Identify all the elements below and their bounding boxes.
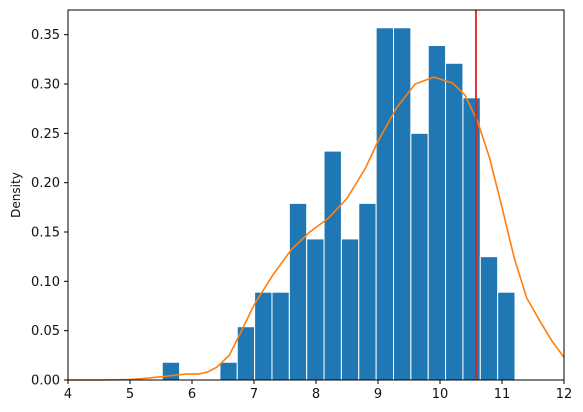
- histogram-bar: [219, 361, 238, 381]
- x-tick-label: 5: [126, 387, 134, 402]
- histogram-bar: [479, 256, 499, 381]
- histogram-bar: [410, 132, 429, 381]
- histogram-bar: [306, 238, 325, 381]
- histogram-bar: [497, 291, 516, 381]
- histogram-bar: [323, 150, 342, 381]
- x-tick-label: 7: [250, 387, 258, 402]
- x-tick-label: 12: [556, 387, 573, 402]
- histogram-bar: [161, 361, 181, 381]
- histogram-bar: [340, 238, 360, 381]
- y-axis-ticks: 0.00 0.05 0.10 0.15 0.20 0.25 0.30 0.35: [31, 28, 68, 389]
- x-tick-label: 8: [312, 387, 320, 402]
- histogram-bar: [393, 27, 412, 381]
- x-tick-label: 4: [64, 387, 72, 402]
- x-tick-label: 10: [432, 387, 449, 402]
- y-tick-label: 0.25: [31, 127, 60, 142]
- y-axis-label: Density: [9, 172, 23, 218]
- x-axis-ticks: 4 5 6 7 8 9 10 11 12: [64, 380, 572, 402]
- kde-curve: [68, 76, 565, 381]
- y-tick-label: 0.00: [31, 374, 60, 389]
- histogram-bars: [161, 27, 516, 381]
- y-tick-label: 0.35: [31, 28, 60, 43]
- histogram-bar: [358, 202, 377, 381]
- histogram-bar: [445, 62, 464, 381]
- histogram-bar: [462, 97, 481, 381]
- histogram-bar: [254, 291, 273, 381]
- x-tick-label: 9: [374, 387, 382, 402]
- y-tick-label: 0.15: [31, 226, 60, 241]
- y-tick-label: 0.20: [31, 176, 60, 191]
- histogram-bar: [288, 202, 308, 381]
- histogram-bar: [271, 291, 290, 381]
- x-tick-label: 6: [188, 387, 196, 402]
- x-tick-label: 11: [494, 387, 511, 402]
- histogram-bar: [375, 27, 395, 381]
- y-tick-label: 0.05: [31, 324, 60, 339]
- y-tick-label: 0.10: [31, 275, 60, 290]
- y-tick-label: 0.30: [31, 78, 60, 93]
- histogram-bar: [427, 45, 447, 381]
